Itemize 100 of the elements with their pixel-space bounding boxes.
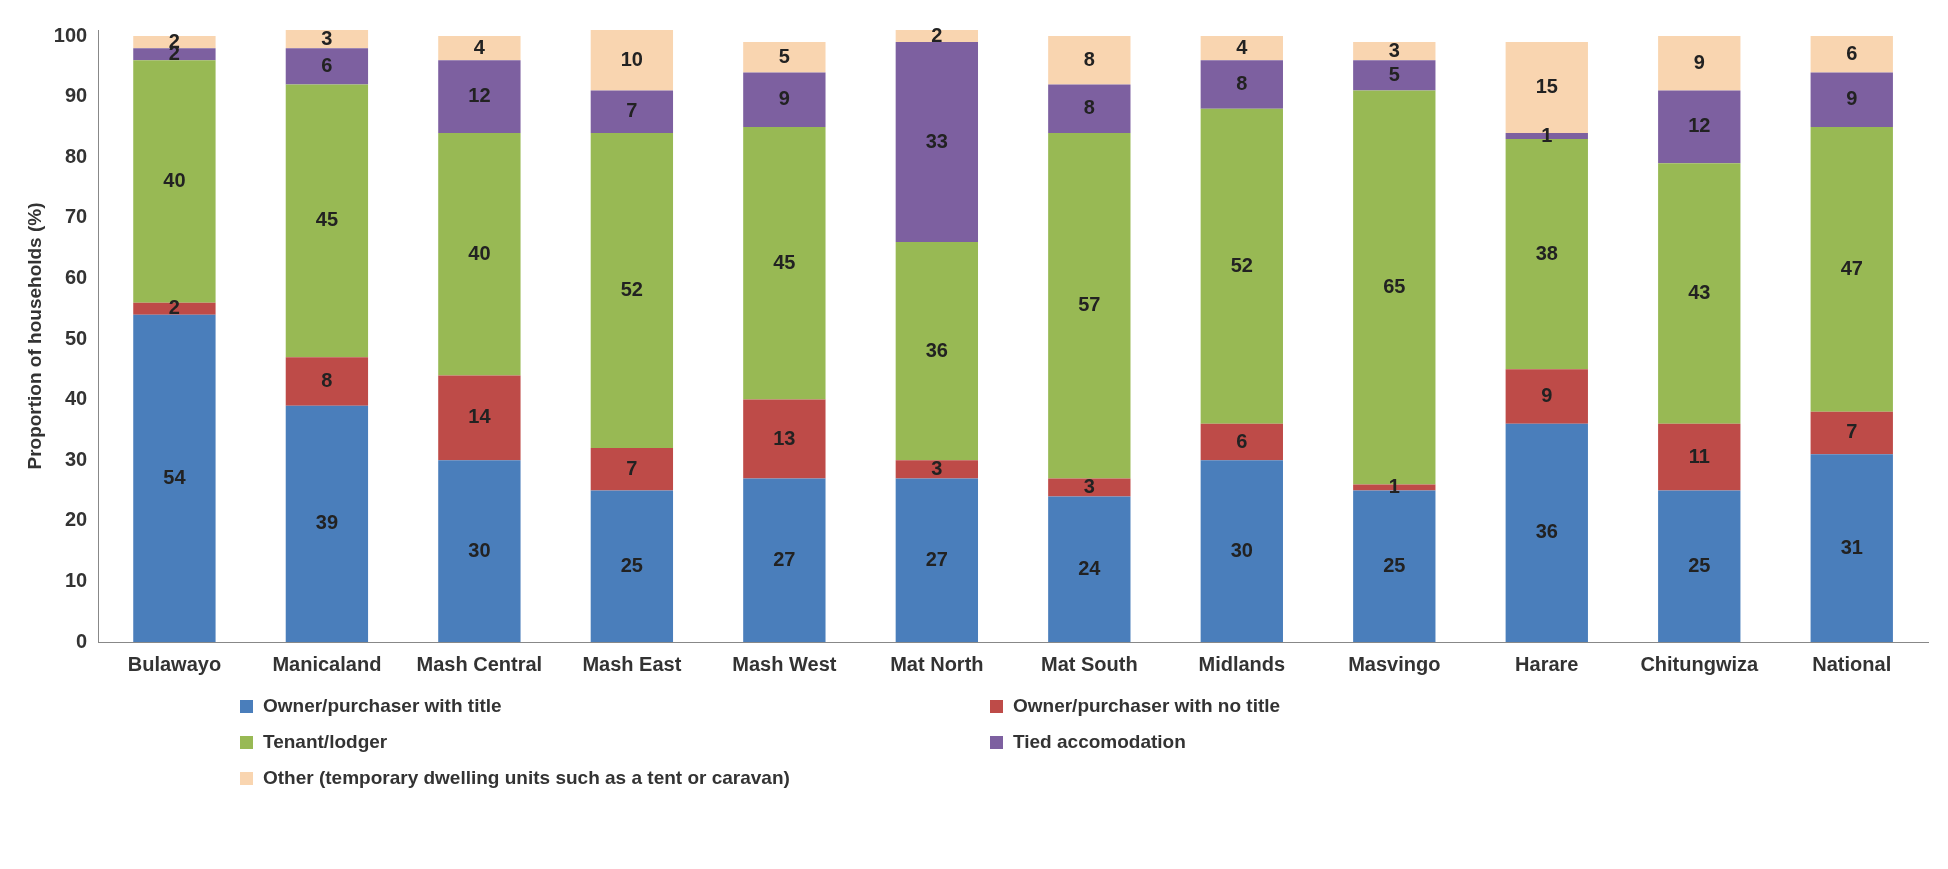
y-tick-label: 100 <box>53 23 88 46</box>
data-label: 40 <box>163 169 186 191</box>
data-label: 9 <box>1541 384 1553 407</box>
bar <box>285 84 369 358</box>
x-tick-label: Masvingo <box>1348 652 1441 675</box>
bar <box>133 302 216 315</box>
x-tick-label: Harare <box>1515 652 1579 675</box>
bar <box>1200 60 1283 109</box>
data-label: 27 <box>925 547 948 570</box>
data-label: 4 <box>1236 35 1249 58</box>
data-label: 65 <box>1383 275 1406 298</box>
bar <box>1200 423 1283 461</box>
data-label: 31 <box>1840 535 1863 558</box>
data-label: 25 <box>1688 553 1711 576</box>
x-tick-label: Chitungwiza <box>1640 652 1760 675</box>
bar <box>285 405 369 642</box>
bar <box>1200 36 1283 61</box>
y-tick-label: 20 <box>64 508 88 531</box>
bar <box>438 36 521 61</box>
data-label: 8 <box>1236 72 1248 95</box>
data-label: 9 <box>778 87 790 110</box>
y-tick-label: 50 <box>64 326 88 349</box>
data-label: 12 <box>1688 114 1711 137</box>
bar <box>1658 423 1741 491</box>
data-label: 40 <box>468 241 491 264</box>
y-tick-label: 10 <box>64 568 88 591</box>
data-label: 57 <box>1078 293 1101 316</box>
bar <box>743 126 826 400</box>
data-label: 38 <box>1535 241 1558 264</box>
data-label: 12 <box>468 84 491 107</box>
data-label: 5 <box>1388 62 1400 85</box>
x-tick-label: Mash West <box>732 652 837 675</box>
bar <box>1658 90 1741 164</box>
data-label: 3 <box>321 26 333 49</box>
bar <box>285 48 369 85</box>
bar <box>895 242 979 461</box>
bar <box>590 90 674 134</box>
bar <box>1200 460 1283 642</box>
x-tick-label: Bulawayo <box>127 652 222 675</box>
data-label: 25 <box>620 553 643 576</box>
bar <box>1810 36 1893 73</box>
data-label: 52 <box>620 278 643 301</box>
bar <box>743 72 826 127</box>
data-label: 47 <box>1840 256 1863 279</box>
data-label: 7 <box>626 99 638 122</box>
y-tick-label: 70 <box>64 205 88 228</box>
bar <box>743 399 826 479</box>
bar <box>1810 411 1893 455</box>
bar <box>743 478 826 642</box>
data-label: 8 <box>321 368 333 391</box>
data-label: 8 <box>1083 96 1095 119</box>
data-label: 6 <box>1236 429 1248 452</box>
bar <box>1658 36 1741 91</box>
legend-label: Owner/purchaser with no title <box>1013 695 1281 717</box>
y-tick-label: 60 <box>64 265 88 288</box>
data-label: 30 <box>468 538 491 561</box>
data-label: 9 <box>1693 50 1705 73</box>
bar <box>285 30 369 49</box>
bar <box>1505 423 1588 642</box>
bar <box>1353 60 1436 91</box>
y-axis-title: Proportion of households (%) <box>23 202 45 470</box>
legend-label: Other (temporary dwelling units such as a tent or caravan) <box>263 767 790 789</box>
bar <box>1810 126 1893 412</box>
bar <box>1505 369 1588 424</box>
bar <box>1048 84 1131 134</box>
data-label: 9 <box>1846 87 1858 110</box>
bar <box>1200 108 1283 424</box>
bar <box>590 30 674 91</box>
data-label: 30 <box>1230 538 1253 561</box>
y-tick-label: 90 <box>64 84 88 107</box>
data-label: 52 <box>1230 253 1253 276</box>
bar <box>1048 496 1131 642</box>
x-tick-label: Manicaland <box>272 652 382 675</box>
x-tick-label: National <box>1812 652 1892 675</box>
data-label: 11 <box>1688 444 1710 467</box>
bar <box>895 460 979 479</box>
legend-label: Tenant/lodger <box>263 731 388 753</box>
x-tick-label: Mat North <box>890 652 984 675</box>
data-label: 39 <box>315 511 339 534</box>
data-label: 10 <box>620 47 643 70</box>
bar <box>438 60 521 134</box>
data-label: 27 <box>773 547 796 570</box>
data-label: 3 <box>1388 38 1400 61</box>
data-label: 14 <box>468 405 492 428</box>
x-tick-label: Mat South <box>1041 652 1138 675</box>
data-label: 45 <box>315 208 339 231</box>
bar <box>1353 42 1436 61</box>
bar <box>133 36 216 49</box>
y-tick-label: 30 <box>64 447 88 470</box>
data-label: 4 <box>473 35 486 58</box>
data-label: 7 <box>626 456 638 479</box>
bar <box>1810 72 1893 127</box>
bar <box>1810 454 1893 642</box>
bar <box>438 375 521 461</box>
legend-label: Owner/purchaser with title <box>263 695 502 717</box>
x-tick-label: Mash East <box>582 652 682 675</box>
bar <box>1048 133 1131 479</box>
y-tick-label: 0 <box>76 629 88 652</box>
bar <box>438 133 521 376</box>
bar <box>1658 163 1741 424</box>
